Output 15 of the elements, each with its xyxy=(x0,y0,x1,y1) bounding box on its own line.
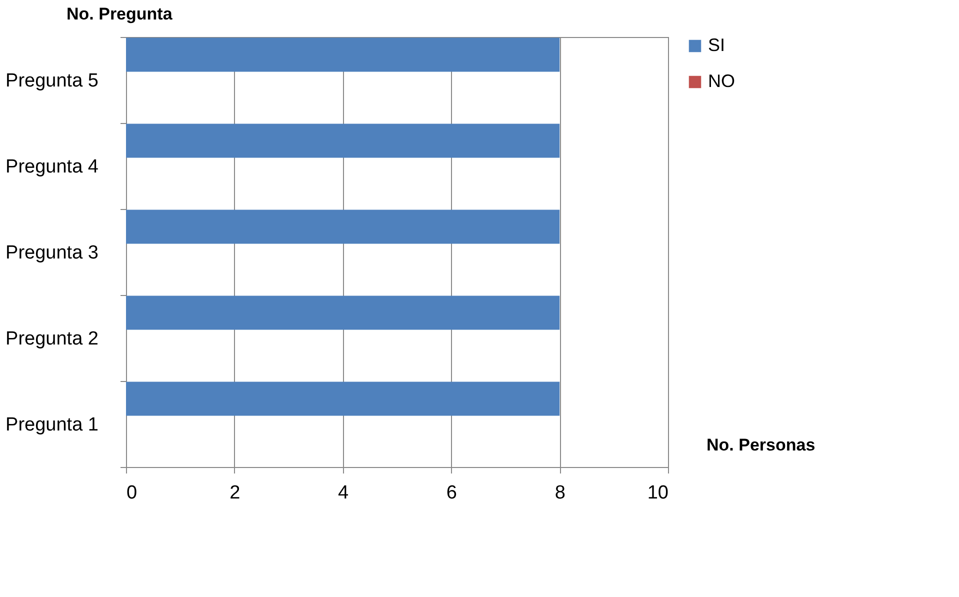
legend-label: NO xyxy=(708,71,735,91)
legend-label: SI xyxy=(708,35,726,55)
y-tick-label: Pregunta 4 xyxy=(6,156,99,178)
x-tick-label: 0 xyxy=(126,482,138,504)
y-tick-label: Pregunta 1 xyxy=(6,414,98,436)
y-tick-label: Pregunta 2 xyxy=(6,328,98,350)
y-tick-label: Pregunta 5 xyxy=(6,70,98,92)
x-tick-label: 6 xyxy=(446,482,457,504)
y-tick-label: Pregunta 3 xyxy=(6,242,98,264)
y-axis-title: No. Pregunta xyxy=(66,4,173,24)
x-axis-title: No. Personas xyxy=(706,436,816,454)
x-tick-label: 10 xyxy=(647,482,668,504)
x-tick-label: 8 xyxy=(554,482,566,504)
x-tick-label: 2 xyxy=(230,482,240,504)
x-tick-label: 4 xyxy=(338,482,350,504)
